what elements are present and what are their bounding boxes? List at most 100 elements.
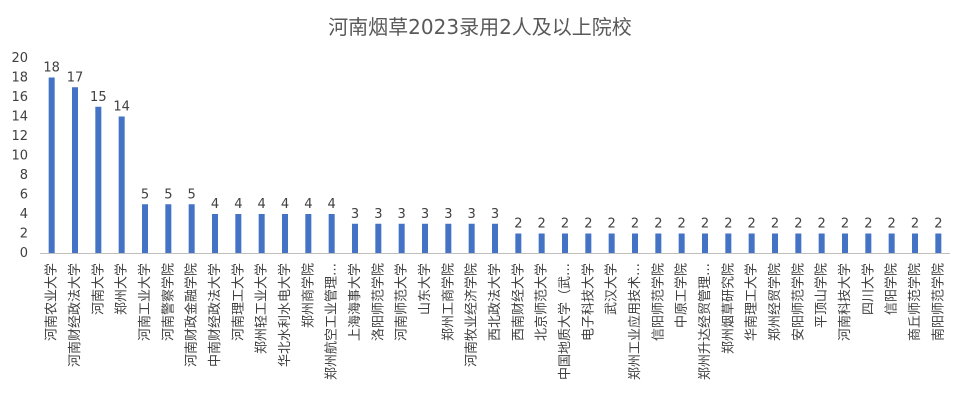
data-label: 2 — [864, 217, 872, 232]
category-label: 郑州工商学院 — [440, 263, 456, 341]
data-label: 4 — [211, 197, 219, 212]
bar — [95, 106, 102, 253]
bar — [422, 223, 428, 253]
bar — [562, 233, 568, 253]
data-label: 3 — [491, 207, 499, 222]
data-label: 2 — [724, 217, 732, 232]
data-label: 18 — [43, 61, 60, 76]
data-label: 2 — [911, 217, 919, 232]
bar — [655, 233, 662, 253]
category-label: 北京师范大学 — [534, 263, 550, 341]
data-label: 5 — [164, 187, 172, 202]
bar — [678, 233, 685, 253]
y-tick-label: 2 — [20, 227, 28, 242]
data-label: 3 — [444, 207, 452, 222]
bar — [632, 233, 638, 253]
data-label: 2 — [794, 217, 802, 232]
data-label: 4 — [304, 197, 312, 212]
y-tick-label: 20 — [11, 51, 28, 66]
y-tick-label: 0 — [20, 246, 28, 261]
data-label: 2 — [841, 217, 849, 232]
category-label: 河南财政金融学院 — [184, 263, 200, 367]
category-label: 平顶山学院 — [814, 263, 830, 328]
data-label: 3 — [351, 207, 359, 222]
bar — [702, 233, 708, 253]
bar — [258, 214, 265, 253]
bar — [445, 223, 452, 253]
data-label: 2 — [748, 217, 756, 232]
category-label: 商丘师范学院 — [907, 263, 923, 341]
data-label: 2 — [631, 217, 639, 232]
category-label: 安阳师范学院 — [790, 263, 806, 341]
bar — [515, 233, 522, 253]
category-label: 郑州烟草研究院 — [721, 263, 736, 354]
data-label: 2 — [888, 217, 896, 232]
bar — [492, 223, 498, 253]
category-label: 郑州升达经贸管理… — [698, 263, 713, 380]
data-label: 5 — [141, 187, 149, 202]
y-tick-label: 12 — [11, 129, 28, 144]
category-label: 中原工学院 — [674, 263, 690, 328]
data-label: 2 — [538, 217, 546, 232]
category-label: 河南农业大学 — [44, 263, 60, 341]
category-label: 华南理工大学 — [744, 263, 760, 341]
data-label: 2 — [818, 217, 826, 232]
bar — [468, 223, 475, 253]
data-label: 2 — [701, 217, 709, 232]
bar — [725, 233, 732, 253]
bar — [328, 214, 335, 253]
bar — [118, 116, 125, 253]
data-label: 5 — [188, 187, 196, 202]
data-label: 17 — [67, 70, 84, 85]
bar — [142, 204, 148, 253]
bar — [888, 233, 895, 253]
category-label: 河南理工大学 — [230, 263, 246, 341]
y-tick-label: 8 — [20, 168, 28, 183]
data-label: 4 — [234, 197, 242, 212]
category-label: 上海海事大学 — [347, 263, 363, 341]
data-label: 2 — [514, 217, 522, 232]
y-tick-label: 10 — [11, 149, 28, 164]
data-label: 14 — [113, 100, 130, 115]
bar — [748, 233, 755, 253]
bar — [72, 87, 78, 253]
data-label: 2 — [654, 217, 662, 232]
bar — [212, 214, 218, 253]
data-label: 3 — [374, 207, 382, 222]
y-tick-label: 6 — [20, 188, 28, 203]
category-label: 河南警察学院 — [160, 263, 176, 341]
category-label: 洛阳师范学院 — [370, 263, 386, 341]
bar — [282, 214, 288, 253]
category-label: 四川大学 — [860, 263, 876, 315]
data-label: 2 — [934, 217, 942, 232]
category-label: 郑州商学院 — [300, 263, 316, 328]
category-label: 西北政法大学 — [487, 263, 503, 341]
data-label: 15 — [90, 90, 107, 105]
bar — [305, 214, 312, 253]
bar — [352, 223, 358, 253]
category-label: 河南牧业经济学院 — [464, 263, 480, 367]
category-label: 郑州航空工业管理… — [324, 263, 340, 380]
category-label: 电子科技大学 — [580, 263, 596, 341]
bar — [795, 233, 802, 253]
category-label: 郑州经贸学院 — [767, 263, 783, 341]
bar — [398, 223, 405, 253]
data-label: 3 — [468, 207, 476, 222]
data-label: 3 — [398, 207, 406, 222]
bar — [235, 214, 242, 253]
bar — [375, 223, 382, 253]
category-label: 郑州大学 — [114, 263, 130, 315]
category-label: 山东大学 — [417, 263, 433, 315]
bar — [818, 233, 825, 253]
bar — [842, 233, 848, 253]
data-label: 2 — [561, 217, 569, 232]
category-label: 信阳师范学院 — [650, 263, 666, 341]
data-label: 2 — [608, 217, 616, 232]
data-label: 2 — [678, 217, 686, 232]
category-label: 河南科技大学 — [837, 263, 853, 341]
category-label: 武汉大学 — [604, 263, 620, 315]
bar — [48, 77, 55, 253]
